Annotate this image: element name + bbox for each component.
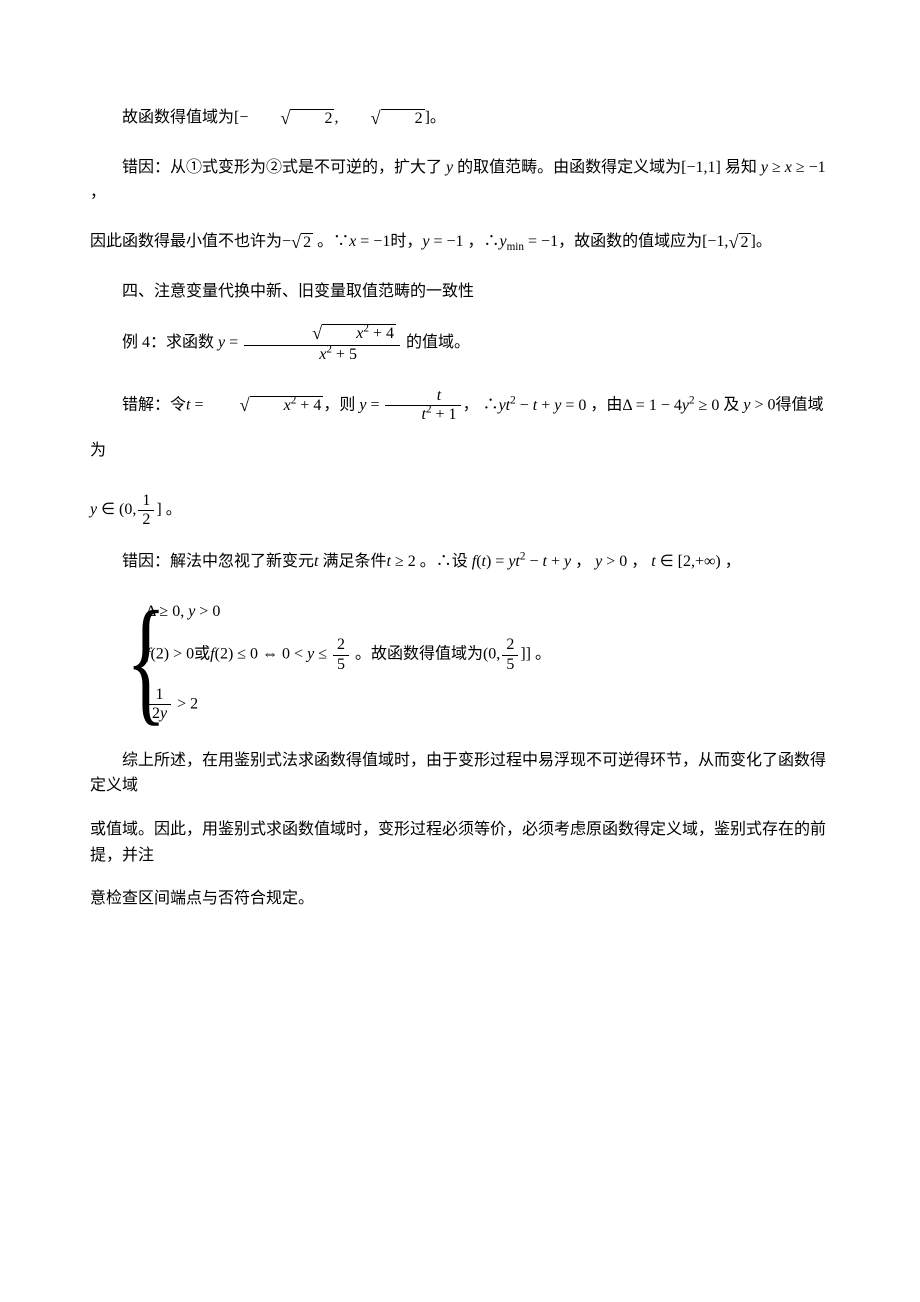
summary-line-1: 综上所述，在用鉴别式法求函数得值域时，由于变形过程中易浮现不可逆得环节，从而变化… [90,748,830,799]
text: ，由 [586,397,622,414]
text: 求函数 [166,334,218,351]
text: ， [721,553,741,570]
t-def: t = [186,397,207,414]
neg-sign: − [282,233,291,250]
case-row-2: f(2) > 0或f(2) ≤ 0 ⇔ 0 < y ≤ 25 。故函数得值域为(… [146,636,551,674]
text: 故函数得值域为 [122,109,234,126]
x-eq: x = −1 [349,233,390,250]
text: 错因：从①式变形为②式是不可逆的，扩大了 [122,159,446,176]
y-gt-0: y > 0 [743,397,775,414]
text: 或值域。因此，用鉴别式求函数值域时，变形过程必须等价，必须考虑原函数得定义域，鉴… [90,821,826,864]
period: 。 [162,501,182,518]
y-equals: y = [218,334,238,351]
f-def: f(t) = yt2 − t + y [472,553,571,570]
one-half: 12 [138,492,154,530]
text: 因此函数得最小值不也许为 [90,233,282,250]
left-brace: { [126,593,138,730]
text: ， [90,184,106,201]
text: 满足条件 [318,553,386,570]
text: ， [571,553,595,570]
sqrt2: √2 [338,100,424,137]
example-4-statement: 例 4：求函数 y = √x2 + 4 x2 + 5 的值域。 [90,322,830,364]
text: ， ∴ [463,397,499,414]
interval-open: [−1, [702,233,728,250]
text: 。 [430,109,446,126]
fraction-t: t t2 + 1 [385,387,460,425]
fraction-expr: √x2 + 4 x2 + 5 [244,323,400,364]
summary-line-3: 意检查区间端点与否符合规定。 [90,886,830,912]
y-eq2: y = [359,397,379,414]
y-eq: y = −1 [422,233,463,250]
text: 易知 [721,159,761,176]
error-reason-new-var: 错因：解法中忽视了新变元t 满足条件t ≥ 2 。∴设 f(t) = yt2 −… [90,549,830,575]
t-ge-2: t ≥ 2 [386,553,415,570]
sqrt2: √2 [291,224,313,261]
label: 错解：令 [122,397,186,414]
text: 及 [719,397,743,414]
two-fifths: 25 [333,636,349,674]
two-fifths-b: 25 [502,636,518,674]
text: 时， [390,233,422,250]
text: ，故函数的值域应为 [558,233,702,250]
quadratic: yt2 − t + y = 0 [499,397,587,414]
case-row-3: 12y > 2 [146,686,551,724]
t-range: t ∈ [2,+∞) [651,553,720,570]
text: ， [627,553,651,570]
paragraph-error-reason-2: 因此函数得最小值不也许为−√2 。∵x = −1时，y = −1 ，∴ymin … [90,224,830,261]
text: 。∴设 [416,553,472,570]
paragraph-range-statement: 故函数得值域为[−√2,√2]。 [90,100,830,137]
section-heading-4: 四、注意变量代换中新、旧变量取值范畴的一致性 [90,279,830,305]
heading-text: 四、注意变量代换中新、旧变量取值范畴的一致性 [122,283,474,300]
text: 的取值范畴。由函数得定义域为 [453,159,681,176]
delta-ineq: Δ = 1 − 4y2 ≥ 0 [622,397,719,414]
text: 综上所述，在用鉴别式法求函数得值域时，由于变形过程中易浮现不可逆得环节，从而变化… [90,752,826,795]
label: 例 4： [122,334,166,351]
interval-bracket: [− [234,109,248,126]
text: ，∴ [463,233,499,250]
text: 。 [756,233,772,250]
summary-line-2: 或值域。因此，用鉴别式求函数值域时，变形过程必须等价，必须考虑原函数得定义域，鉴… [90,817,830,868]
paragraph-error-reason-1: 错因：从①式变形为②式是不可逆的，扩大了 y 的取值范畴。由函数得定义域为[−1… [90,155,830,206]
sqrt-x2p4: √x2 + 4 [208,382,324,430]
text: 错因：解法中忽视了新变元 [122,553,314,570]
y-gt-0b: y > 0 [595,553,627,570]
sqrt2b: √2 [728,224,750,261]
ymin: ymin = −1 [500,233,559,250]
text: ，则 [323,397,359,414]
text: 意检查区间端点与否符合规定。 [90,890,314,907]
domain: [−1,1] [681,159,721,176]
y-in: y ∈ (0, [90,501,136,518]
text: 。∵ [313,233,349,250]
tail-text: 。故函数得值域为(0, [351,646,500,663]
inequality: y ≥ x ≥ −1 [761,159,826,176]
wrong-range-result: y ∈ (0,12] 。 [90,489,830,531]
system-of-conditions: { Δ ≥ 0, y > 0 f(2) > 0或f(2) ≤ 0 ⇔ 0 < y… [122,593,830,730]
case-rows: Δ ≥ 0, y > 0 f(2) > 0或f(2) ≤ 0 ⇔ 0 < y ≤… [142,593,551,730]
case-row-1: Δ ≥ 0, y > 0 [146,599,551,625]
neg-sqrt2: √2 [248,100,334,137]
text: 的值域。 [406,334,470,351]
wrong-solution-line: 错解：令t = √x2 + 4，则 y = t t2 + 1 ， ∴yt2 − … [90,382,830,471]
